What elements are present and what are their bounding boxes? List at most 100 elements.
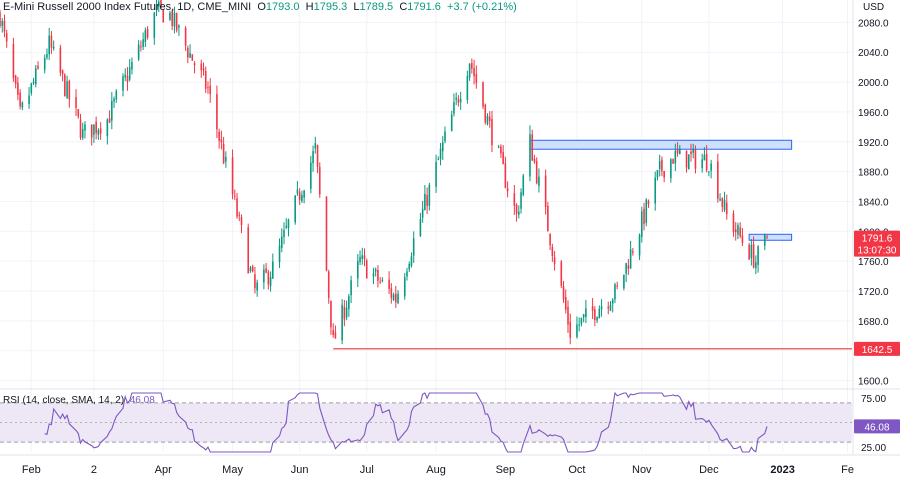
- candle-body: [457, 99, 460, 103]
- candle-body: [500, 146, 502, 154]
- candle-body: [19, 92, 21, 107]
- time-tick-label: Nov: [632, 464, 652, 476]
- candle-body: [283, 229, 285, 238]
- currency-label: USD: [863, 2, 884, 13]
- rsi-current-value: 46.08: [129, 395, 155, 406]
- candle-body: [160, 0, 162, 8]
- candle-body: [670, 159, 672, 179]
- candle-body: [491, 119, 493, 146]
- candle-body: [497, 146, 500, 148]
- candle-body: [564, 297, 567, 310]
- candle-body: [106, 119, 109, 137]
- change-value: +3.7 (+0.21%): [447, 1, 517, 13]
- candle-body: [388, 279, 390, 289]
- rsi-header: RSI (14, close, SMA, 14, 2) 46.08: [3, 395, 155, 406]
- rsi-tick-label: 75.00: [861, 394, 886, 405]
- candle-body: [343, 306, 346, 320]
- candle-body: [424, 193, 426, 211]
- price-tick-label: 2040.0: [858, 48, 889, 59]
- candle-body: [37, 65, 39, 69]
- candle-body: [647, 200, 650, 205]
- candle-body: [535, 161, 538, 184]
- candle-body: [654, 177, 657, 204]
- candle-body: [348, 296, 350, 310]
- close-label: C: [399, 1, 408, 13]
- candle-body: [645, 199, 648, 223]
- candle-body: [739, 227, 741, 237]
- candle-body: [90, 124, 93, 138]
- candle-body: [468, 63, 471, 78]
- candle-body: [518, 211, 520, 215]
- candle-body: [240, 217, 243, 225]
- candle-body: [687, 154, 690, 170]
- candle-body: [296, 189, 299, 194]
- candle-body: [43, 57, 46, 70]
- low-label: L: [353, 1, 360, 13]
- candle-body: [173, 12, 176, 27]
- candle-body: [679, 148, 681, 155]
- candle-body: [757, 246, 759, 266]
- candle-body: [471, 62, 473, 69]
- candle-body: [408, 264, 411, 270]
- candle-body: [674, 150, 677, 164]
- candle-body: [627, 265, 630, 269]
- candle-body: [202, 68, 205, 71]
- candle-body: [609, 304, 612, 311]
- candle-body: [379, 281, 381, 283]
- symbol-title: E-Mini Russell 2000 Index Futures, 1D, C…: [3, 1, 252, 13]
- candle-body: [142, 39, 144, 47]
- candle-body: [278, 245, 281, 263]
- candle-body: [578, 324, 580, 326]
- candle-body: [187, 47, 189, 58]
- candle-body: [544, 175, 547, 208]
- high-label: H: [305, 1, 314, 13]
- candle-body: [690, 151, 692, 155]
- candle-body: [506, 188, 509, 192]
- candle-body: [672, 159, 674, 164]
- candle-body: [0, 12, 1, 27]
- candle-body: [251, 266, 254, 272]
- candle-body: [625, 263, 627, 274]
- support-level-badge-bg: [854, 341, 900, 356]
- candle-body: [236, 198, 238, 217]
- candle-body: [372, 273, 375, 277]
- candle-body: [547, 205, 549, 232]
- candle-body: [623, 274, 625, 289]
- candle-body: [600, 306, 603, 310]
- candle-body: [766, 236, 768, 238]
- candle-body: [410, 256, 413, 266]
- candle-body: [184, 27, 187, 46]
- candle-body: [175, 13, 178, 31]
- rsi-value-badge-bg: [854, 419, 900, 434]
- candle-body: [220, 139, 223, 143]
- candle-body: [676, 149, 679, 154]
- candle-body: [95, 121, 97, 134]
- low-value: 1789.5: [359, 1, 394, 13]
- candle-body: [482, 82, 484, 107]
- candle-body: [629, 249, 632, 269]
- price-tick-label: 1600.0: [858, 377, 889, 388]
- candle-body: [594, 309, 596, 320]
- candle-body: [710, 163, 712, 171]
- candle-body: [656, 170, 659, 178]
- candle-body: [531, 134, 534, 161]
- candle-body: [703, 154, 706, 161]
- candle-body: [377, 269, 379, 281]
- candle-body: [763, 234, 766, 246]
- time-tick-label: Feb: [22, 464, 41, 476]
- candle-body: [189, 53, 191, 58]
- price-tick-label: 1720.0: [858, 287, 889, 298]
- candle-body: [21, 102, 24, 108]
- candle-body: [131, 62, 133, 70]
- candle-body: [34, 68, 37, 85]
- candle-body: [64, 74, 66, 97]
- candle-body: [502, 152, 504, 165]
- candle-body: [46, 53, 48, 58]
- candle-body: [350, 280, 352, 296]
- candle-body: [356, 260, 359, 279]
- candle-body: [68, 80, 71, 100]
- time-tick-label: Dec: [699, 464, 719, 476]
- candle-body: [748, 244, 750, 260]
- candle-body: [359, 256, 361, 263]
